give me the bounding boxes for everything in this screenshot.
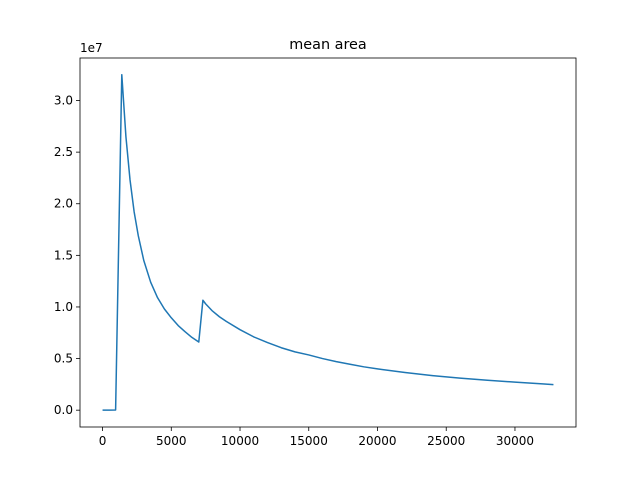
y-tick-label: 1.5 [54, 248, 73, 262]
y-tick-label: 0.5 [54, 352, 73, 366]
y-tick-label: 0.0 [54, 403, 73, 417]
plot-area [102, 73, 554, 411]
x-axis: 0 5000 10000 15000 20000 25000 30000 [99, 427, 534, 448]
y-tick-label: 3.0 [54, 94, 73, 108]
x-tick-label: 30000 [496, 434, 534, 448]
x-tick-label: 20000 [358, 434, 396, 448]
y-tick-label: 2.0 [54, 197, 73, 211]
x-tick-label: 5000 [156, 434, 187, 448]
y-offset-label: 1e7 [80, 41, 103, 55]
x-tick-label: 0 [99, 434, 107, 448]
x-tick-label: 25000 [427, 434, 465, 448]
y-tick-label: 2.5 [54, 145, 73, 159]
x-tick-label: 10000 [221, 434, 259, 448]
chart-title: mean area [289, 37, 366, 53]
y-axis: 0.0 0.5 1.0 1.5 2.0 2.5 3.0 [54, 94, 80, 417]
x-tick-label: 15000 [290, 434, 328, 448]
y-tick-label: 1.0 [54, 300, 73, 314]
axes-frame [79, 57, 577, 428]
series-line [102, 73, 554, 411]
